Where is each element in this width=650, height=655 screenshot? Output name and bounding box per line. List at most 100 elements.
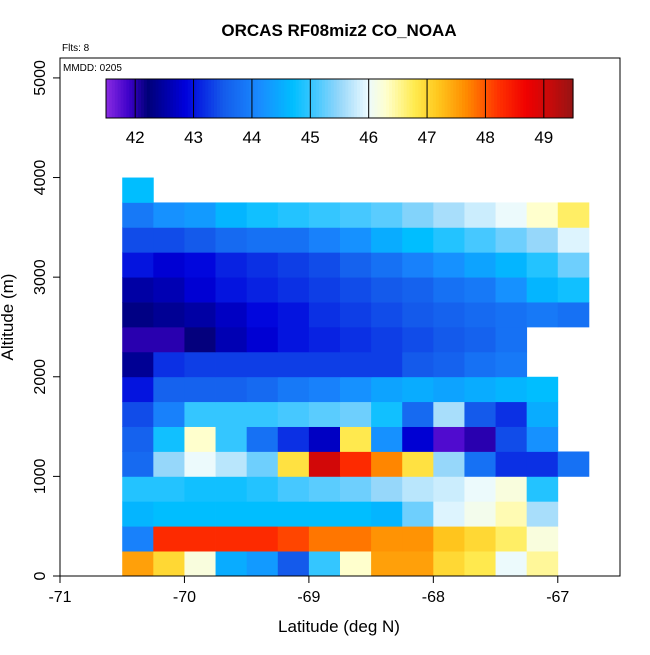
heatmap-cell <box>464 252 496 278</box>
colorbar-segment <box>126 79 130 118</box>
chart-title: ORCAS RF08miz2 CO_NOAA <box>221 21 456 40</box>
flights-note: Flts: 8 <box>62 43 90 54</box>
y-tick-label: 3000 <box>32 259 49 295</box>
heatmap-cell <box>277 202 310 228</box>
colorbar-segment <box>149 79 154 118</box>
colorbar-segment <box>319 79 323 118</box>
heatmap-cell <box>308 501 341 527</box>
heatmap-cell <box>153 202 185 228</box>
heatmap-cell <box>433 326 465 353</box>
heatmap-cell <box>526 277 559 303</box>
colorbar-segment <box>520 79 524 118</box>
colorbar-segment <box>453 79 457 118</box>
colorbar-segment <box>129 79 133 118</box>
colorbar-segment <box>377 79 381 118</box>
heatmap-cell <box>464 326 496 353</box>
y-tick-label: 1000 <box>32 458 49 494</box>
colorbar-segment <box>135 79 139 118</box>
colorbar-segment <box>146 79 151 118</box>
heatmap-cell <box>340 227 372 253</box>
colorbar-segment <box>532 79 536 118</box>
heatmap-cell <box>153 501 185 527</box>
colorbar-segment <box>374 79 379 118</box>
heatmap-cell <box>215 526 248 552</box>
heatmap-cell <box>433 252 465 278</box>
heatmap-cell <box>464 202 496 228</box>
colorbar-segment <box>164 79 168 118</box>
heatmap-cell <box>153 376 185 403</box>
heatmap-cell <box>464 351 496 378</box>
colorbar-segment <box>421 79 425 118</box>
heatmap-cell <box>184 501 216 527</box>
heatmap-cell <box>495 451 528 477</box>
heatmap-cell <box>433 277 465 303</box>
heatmap-cell <box>122 177 154 203</box>
heatmap-cell <box>122 401 154 427</box>
colorbar-segment <box>339 79 344 118</box>
colorbar-segment <box>517 79 522 118</box>
heatmap-cell <box>526 227 559 253</box>
heatmap-cell <box>153 451 185 477</box>
heatmap-cell <box>340 501 372 527</box>
colorbar-segment <box>158 79 163 118</box>
colorbar-segment <box>251 79 256 118</box>
heatmap-cell <box>153 401 185 427</box>
colorbar-segment <box>564 79 568 118</box>
heatmap-cell <box>215 227 248 253</box>
heatmap-cell <box>402 351 434 378</box>
heatmap-cell <box>433 227 465 253</box>
x-axis-label: Latitude (deg N) <box>278 617 400 636</box>
colorbar-segment <box>141 79 145 118</box>
colorbar-segment <box>438 79 443 118</box>
colorbar-segment <box>552 79 557 118</box>
heatmap-cell <box>122 227 154 253</box>
x-axis: -71 -70 -69 -68 -67 <box>48 576 569 606</box>
colorbar-segment <box>108 79 113 118</box>
heatmap-cell <box>246 526 279 552</box>
heatmap-cell <box>184 326 216 353</box>
colorbar-segment <box>380 79 384 118</box>
heatmap-cell <box>464 526 496 552</box>
colorbar-segment <box>427 79 431 118</box>
heatmap-cell <box>184 202 216 228</box>
heatmap-cell <box>526 501 559 527</box>
heatmap-cell <box>246 551 279 577</box>
colorbar-segment <box>187 79 192 118</box>
colorbar-segment <box>354 79 358 118</box>
heatmap-cell <box>402 476 434 502</box>
heatmap-cell <box>215 202 248 228</box>
colorbar: 42 43 44 45 46 47 48 49 <box>105 78 574 147</box>
heatmap-cell <box>277 476 310 502</box>
heatmap-cell <box>153 426 185 452</box>
colorbar-segment <box>348 79 352 118</box>
heatmap-cell <box>215 501 248 527</box>
colorbar-segment <box>178 79 183 118</box>
colorbar-tick-label: 49 <box>534 128 553 147</box>
heatmap-cell <box>371 376 403 403</box>
heatmap-cells <box>122 177 590 577</box>
heatmap-cell <box>495 376 528 403</box>
heatmap-cell <box>340 202 372 228</box>
heatmap-cell <box>495 401 528 427</box>
colorbar-segment <box>106 79 110 118</box>
colorbar-segment <box>529 79 533 118</box>
heatmap-cell <box>246 376 279 403</box>
colorbar-segment <box>342 79 346 118</box>
colorbar-segment <box>321 79 326 118</box>
x-tick-label: -71 <box>48 589 71 606</box>
colorbar-segment <box>543 79 548 118</box>
colorbar-segment <box>143 79 148 118</box>
heatmap-cell <box>122 302 154 328</box>
heatmap-cell <box>308 401 341 427</box>
heatmap-cell <box>246 277 279 303</box>
heatmap-cell <box>402 227 434 253</box>
colorbar-segment <box>540 79 545 118</box>
heatmap-cell <box>402 401 434 427</box>
colorbar-segment <box>246 79 250 118</box>
heatmap-cell <box>215 476 248 502</box>
colorbar-segment <box>304 79 308 118</box>
heatmap-cell <box>433 202 465 228</box>
heatmap-cell <box>557 227 590 253</box>
plot-frame <box>59 57 621 577</box>
